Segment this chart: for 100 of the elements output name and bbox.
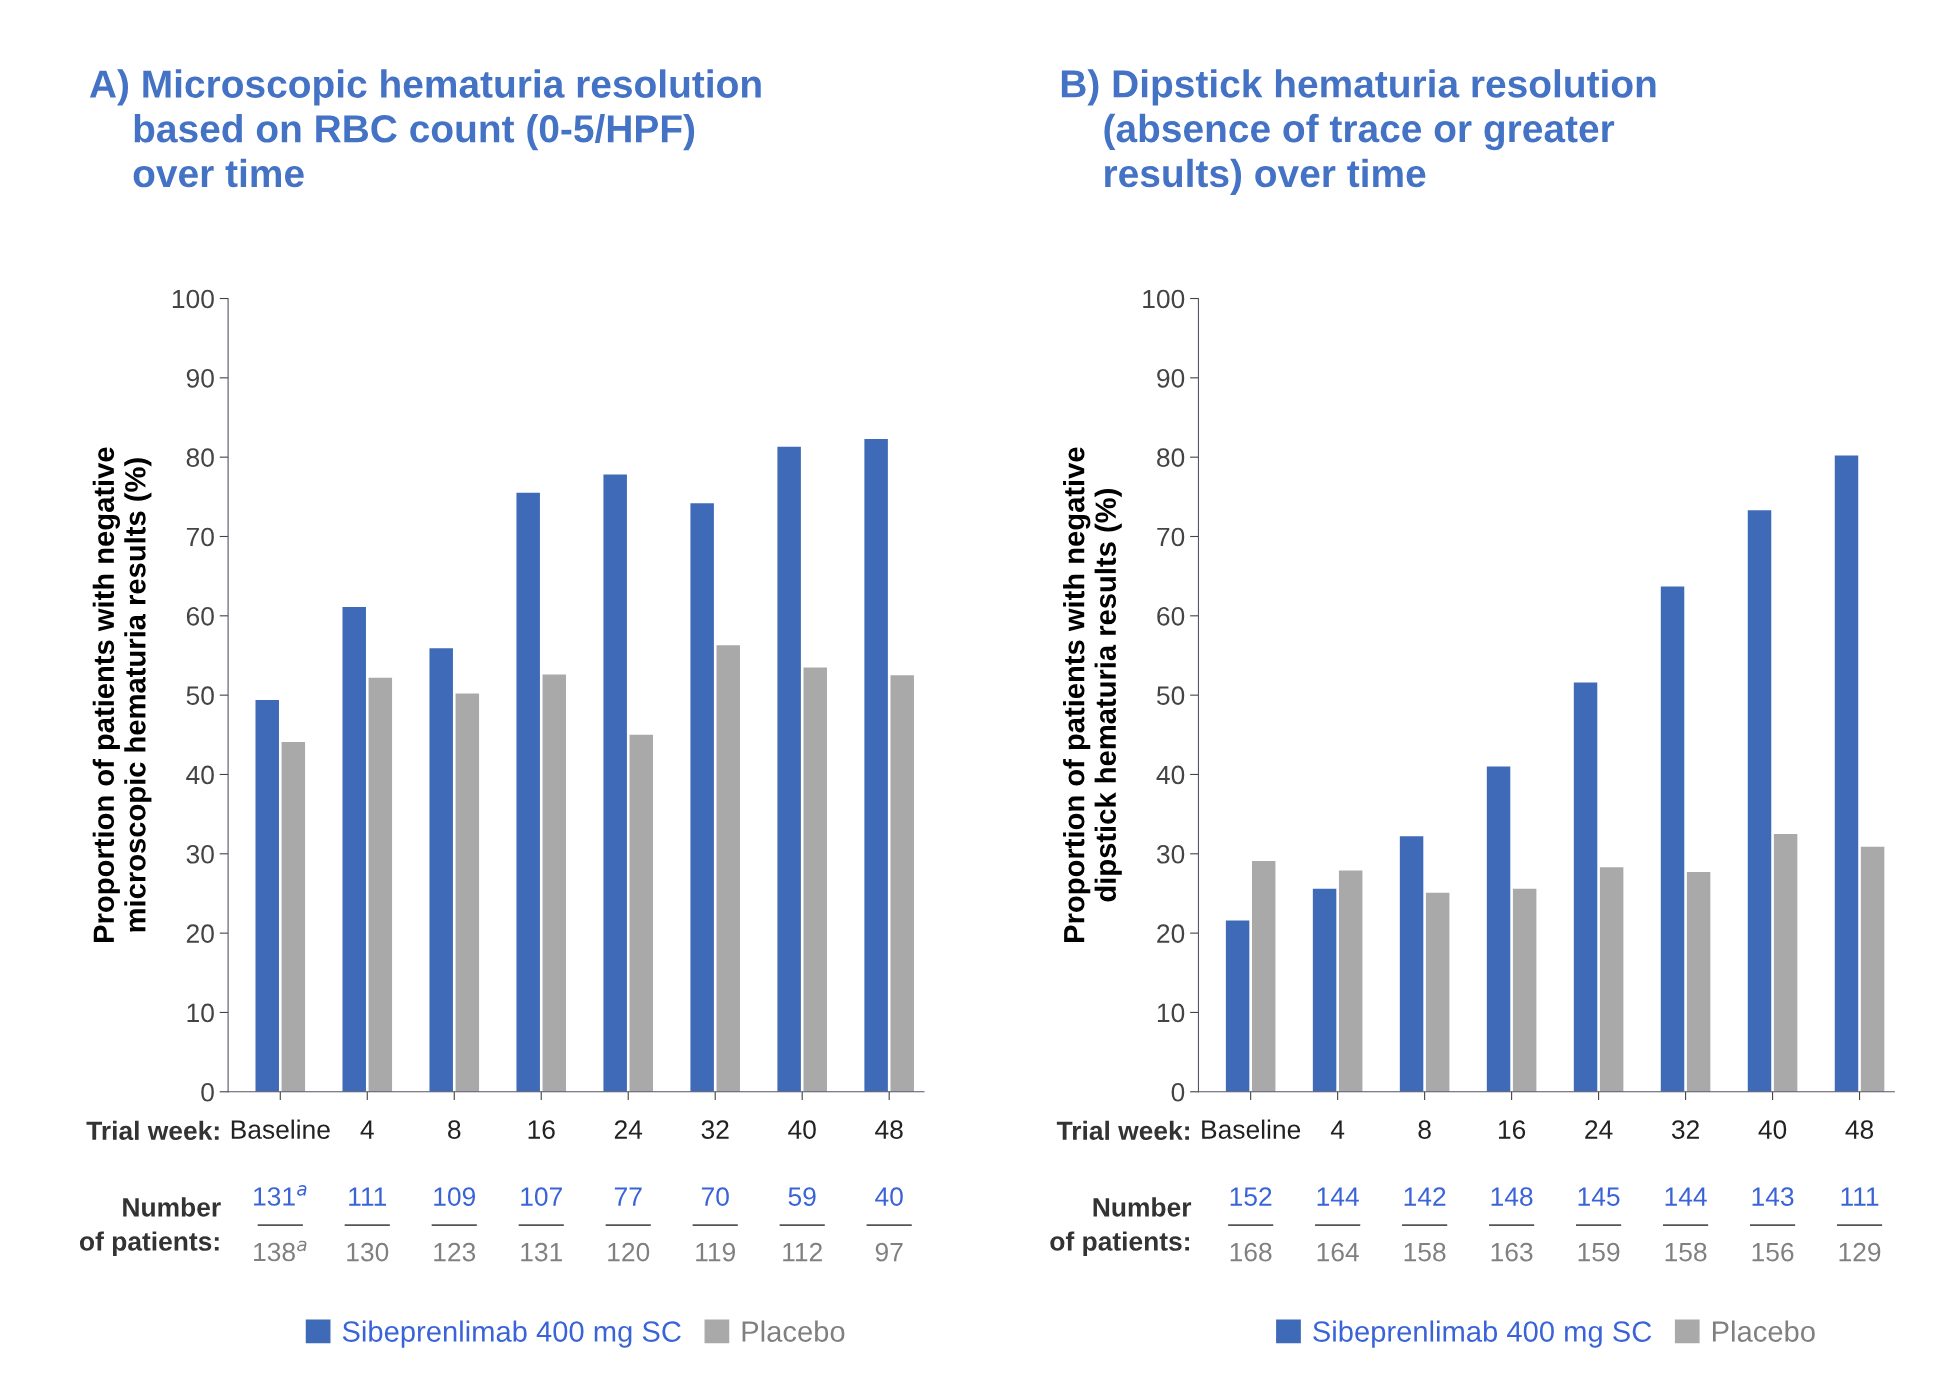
text: Number of patients: <box>79 1197 221 1257</box>
text: 158 <box>1404 1242 1446 1262</box>
text: 40 <box>875 1187 903 1206</box>
bar <box>629 734 654 1092</box>
bar <box>1686 872 1711 1092</box>
text: 159 <box>1578 1242 1620 1262</box>
text: 148 <box>1491 1187 1533 1206</box>
bar <box>281 741 306 1092</box>
legend-label: Sibeprenlimab 400 mg SC <box>1313 1320 1652 1348</box>
bar <box>429 648 453 1092</box>
y-tick-label: 60 <box>1157 606 1185 626</box>
text: 59 <box>788 1187 816 1206</box>
text: 144 <box>1665 1187 1707 1206</box>
text: 142 <box>1404 1187 1446 1206</box>
text: 156 <box>1752 1242 1794 1262</box>
legend-label: Sibeprenlimab 400 mg SC <box>342 1320 681 1348</box>
bar <box>255 699 279 1092</box>
bar <box>1225 920 1250 1092</box>
x-tick-label: 24 <box>614 1120 643 1139</box>
y-tick-label: 30 <box>186 844 214 864</box>
x-tick-label: Baseline <box>1202 1119 1301 1139</box>
bar <box>1251 860 1276 1092</box>
bar <box>542 674 567 1092</box>
bar <box>803 667 827 1092</box>
x-tick-label: 48 <box>875 1120 903 1139</box>
bar <box>1425 892 1450 1092</box>
text: 168 <box>1230 1242 1272 1262</box>
bar <box>1834 455 1859 1092</box>
x-tick-label: Baseline <box>231 1119 330 1139</box>
bar <box>1338 870 1363 1092</box>
y-axis-title: Proportion of patients with negative microscopic hematuria results (%) <box>92 447 152 942</box>
y-tick-label: 50 <box>186 686 214 705</box>
text: 70 <box>701 1187 729 1206</box>
x-tick-label: 8 <box>448 1120 461 1139</box>
bar <box>864 438 888 1092</box>
text: 164 <box>1317 1242 1359 1262</box>
bar <box>1747 510 1772 1092</box>
x-tick-label: 16 <box>1498 1120 1526 1139</box>
bar <box>716 645 740 1092</box>
y-tick-label: 0 <box>201 1082 214 1102</box>
x-axis-title: Trial week: <box>86 1120 219 1141</box>
y-tick-label: 100 <box>172 289 214 309</box>
x-tick-label: 40 <box>788 1120 816 1139</box>
bar <box>1660 586 1685 1092</box>
y-tick-label: 10 <box>1157 1003 1185 1023</box>
text: 158 <box>1665 1242 1707 1262</box>
y-tick-label: 100 <box>1143 289 1185 309</box>
bar <box>690 503 714 1092</box>
text: 77 <box>614 1187 642 1206</box>
bar <box>1512 888 1537 1092</box>
bar <box>1773 833 1798 1092</box>
y-tick-label: 10 <box>187 1003 214 1023</box>
text: 109 <box>434 1187 476 1206</box>
x-tick-label: 32 <box>701 1120 729 1139</box>
x-tick-label: 32 <box>1671 1120 1699 1139</box>
text: 131 <box>521 1242 562 1262</box>
text: 145 <box>1578 1187 1620 1206</box>
bar <box>1860 846 1885 1092</box>
x-tick-label: 24 <box>1585 1120 1613 1139</box>
bar <box>368 677 393 1092</box>
bar <box>603 474 627 1092</box>
bar <box>1599 867 1624 1092</box>
chart-title: B) Dipstick hematuria resolution (absence of trace or greater results) over time <box>1061 69 1656 195</box>
text: 111 <box>349 1187 387 1206</box>
x-tick-label: 16 <box>528 1120 555 1139</box>
bar <box>1312 888 1337 1092</box>
x-axis-title: Trial week: <box>1056 1120 1189 1141</box>
x-tick-label: 48 <box>1845 1120 1874 1139</box>
y-tick-label: 80 <box>186 448 214 467</box>
bar <box>890 675 914 1092</box>
chart-title: A) Microscopic hematuria resolution based on RBC count (0-5/HPF) over time <box>89 69 761 188</box>
x-tick-label: 8 <box>1418 1120 1431 1139</box>
text: 112 <box>783 1242 822 1262</box>
bar <box>777 446 801 1092</box>
y-tick-label: 80 <box>1157 448 1185 467</box>
y-axis-title: Proportion of patients with negative dipstick hematuria results (%) <box>1063 447 1122 942</box>
y-tick-label: 40 <box>186 765 214 785</box>
text: 163 <box>1491 1242 1533 1262</box>
x-tick-label: 4 <box>360 1120 374 1139</box>
text: 130 <box>347 1242 389 1262</box>
y-tick-label: 30 <box>1156 844 1185 864</box>
y-tick-label: 60 <box>186 606 214 626</box>
y-tick-label: 50 <box>1156 686 1185 705</box>
y-tick-label: 20 <box>1157 924 1185 943</box>
y-tick-label: 40 <box>1156 765 1185 785</box>
text: 152 <box>1230 1187 1272 1206</box>
text: 129 <box>1839 1242 1881 1262</box>
bar <box>342 607 366 1092</box>
text: 131$^{a}$ <box>254 1185 307 1206</box>
y-tick-label: 90 <box>186 368 214 388</box>
bar <box>516 492 540 1092</box>
text: 97 <box>875 1242 903 1262</box>
x-tick-label: 4 <box>1330 1120 1345 1139</box>
bar <box>1486 766 1511 1092</box>
text: 138$^{a}$ <box>254 1240 307 1262</box>
text: 120 <box>608 1242 650 1262</box>
text: 119 <box>696 1242 735 1262</box>
y-tick-label: 70 <box>186 527 214 547</box>
y-tick-label: 0 <box>1171 1082 1185 1102</box>
text: 144 <box>1317 1187 1359 1206</box>
